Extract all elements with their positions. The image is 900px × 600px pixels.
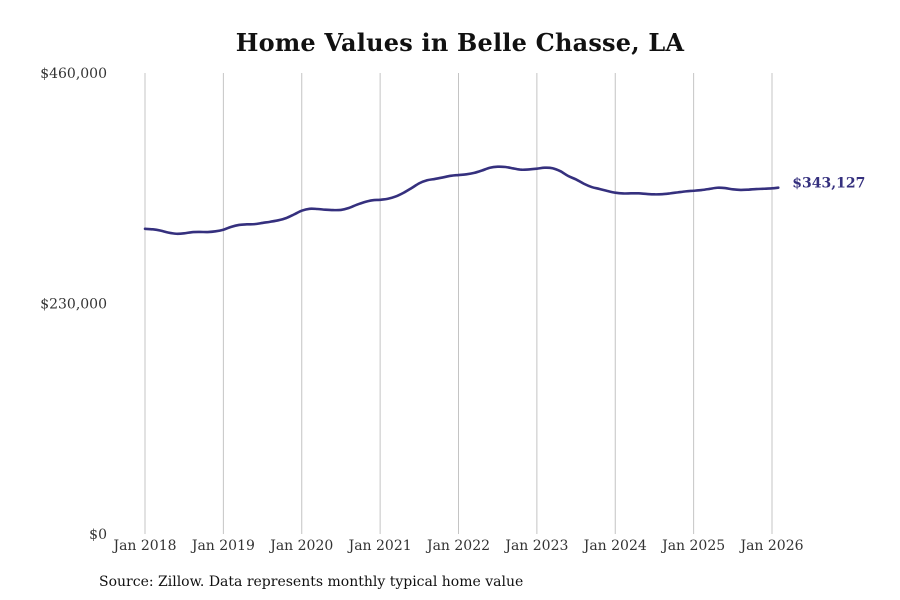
y-tick-label: $0 [89, 527, 107, 543]
y-tick-label: $230,000 [40, 297, 107, 313]
gridlines [144, 73, 773, 534]
x-tick-label: Jan 2026 [738, 538, 803, 554]
end-value-label: $343,127 [792, 176, 865, 192]
x-tick-label: Jan 2020 [268, 538, 333, 554]
x-axis-ticks: Jan 2018 Jan 2019 Jan 2020 Jan 2021 Jan 2022… [111, 538, 803, 554]
x-tick-label: Jan 2019 [190, 538, 255, 554]
x-tick-label: Jan 2023 [503, 538, 568, 554]
x-tick-label: Jan 2022 [425, 538, 490, 554]
y-tick-label: $460,000 [40, 66, 107, 82]
x-tick-label: Jan 2025 [660, 538, 725, 554]
y-axis-ticks: $0 $230,000 $460,000 [40, 66, 107, 543]
x-tick-label: Jan 2018 [111, 538, 176, 554]
chart-title: Home Values in Belle Chasse, LA [235, 28, 685, 57]
x-tick-label: Jan 2021 [347, 538, 412, 554]
x-tick-label: Jan 2024 [582, 538, 647, 554]
source-note: Source: Zillow. Data represents monthly … [99, 574, 524, 590]
series-line-home-value [143, 165, 780, 236]
